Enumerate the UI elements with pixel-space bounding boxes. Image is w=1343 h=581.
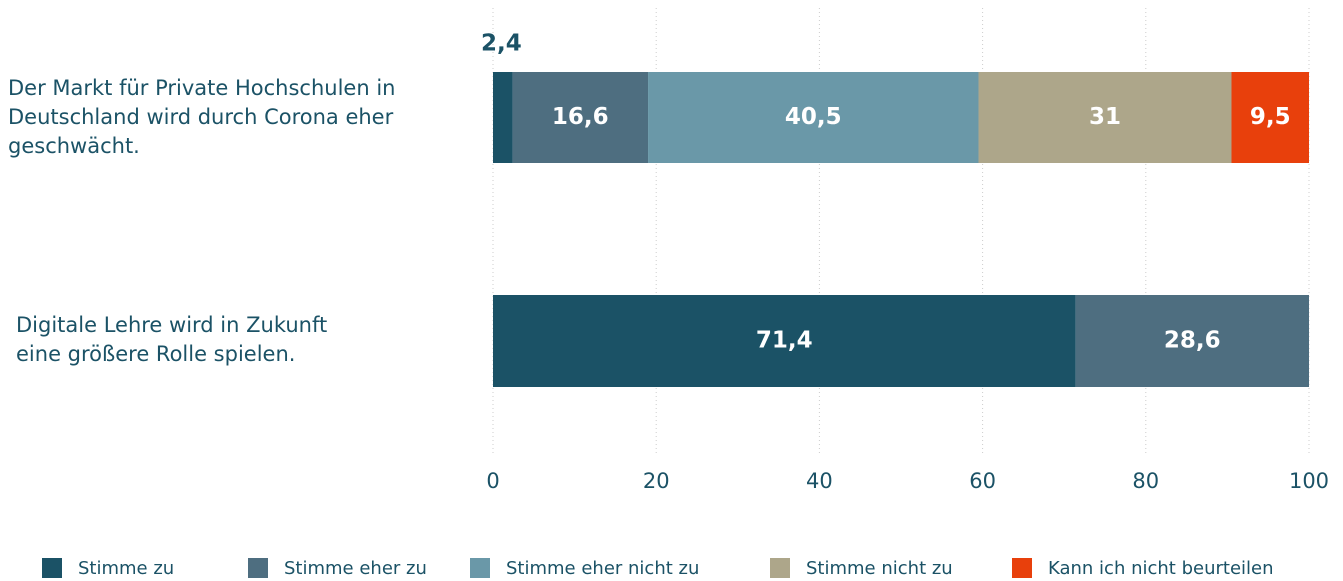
legend-label: Kann ich nicht beurteilen	[1048, 558, 1274, 579]
x-tick-label: 80	[1132, 469, 1159, 493]
legend-swatch	[248, 558, 268, 578]
legend-label: Stimme eher nicht zu	[506, 558, 699, 579]
value-label: 31	[1089, 104, 1121, 130]
legend-swatch	[770, 558, 790, 578]
legend-swatch	[42, 558, 62, 578]
bar-segment	[493, 295, 1076, 387]
bar-segment	[978, 72, 1232, 163]
value-label: 16,6	[552, 104, 609, 130]
bar-segment	[1075, 295, 1309, 387]
value-label: 40,5	[785, 104, 842, 130]
value-label: 9,5	[1250, 104, 1291, 130]
bar-segment	[493, 72, 513, 163]
x-tick-label: 20	[643, 469, 670, 493]
value-label: 2,4	[481, 31, 522, 57]
legend-label: Stimme eher zu	[284, 558, 427, 579]
x-tick-label: 40	[806, 469, 833, 493]
legend-swatch	[1012, 558, 1032, 578]
value-label: 71,4	[756, 328, 813, 354]
x-tick-label: 60	[969, 469, 996, 493]
value-label: 28,6	[1164, 328, 1221, 354]
legend-label: Stimme zu	[78, 558, 174, 579]
bar-segment	[1231, 72, 1309, 163]
x-tick-label: 100	[1289, 469, 1329, 493]
x-tick-label: 0	[486, 469, 499, 493]
category-label: Digitale Lehre wird in Zukunft eine größ…	[16, 313, 328, 366]
bar-segment	[512, 72, 649, 163]
legend-swatch	[470, 558, 490, 578]
legend-label: Stimme nicht zu	[806, 558, 953, 579]
category-label: Der Markt für Private Hochschulen in Deu…	[8, 75, 396, 158]
bar-segment	[648, 72, 979, 163]
